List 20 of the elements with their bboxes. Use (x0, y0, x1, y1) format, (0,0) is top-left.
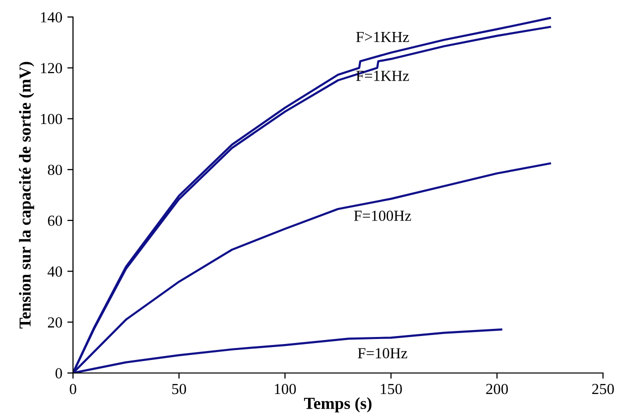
x-tick-label: 150 (380, 384, 402, 394)
x-tick-label: 100 (274, 384, 296, 394)
series-label: F=1KHz (356, 70, 409, 81)
y-tick-label: 60 (48, 216, 62, 226)
x-axis-title: Temps (s) (304, 397, 372, 412)
x-tick-label: 0 (70, 384, 76, 394)
y-tick-label: 80 (48, 164, 62, 176)
series-label: F=100Hz (354, 210, 412, 221)
series-label: F>1KHz (356, 32, 409, 42)
y-tick-label: 20 (48, 317, 62, 328)
x-tick-label: 200 (486, 384, 508, 394)
y-axis-title: Tension sur la capacité de sortie (mV) (18, 62, 34, 329)
y-tick-label: 100 (41, 114, 62, 124)
y-tick-label: 40 (48, 266, 62, 277)
y-tick-label: 0 (56, 368, 62, 378)
y-tick-label: 120 (41, 63, 62, 74)
x-tick-label: 250 (592, 384, 614, 394)
x-tick-label: 50 (172, 384, 186, 394)
series-label: F=10Hz (358, 348, 408, 358)
y-tick-label: 140 (41, 12, 62, 22)
